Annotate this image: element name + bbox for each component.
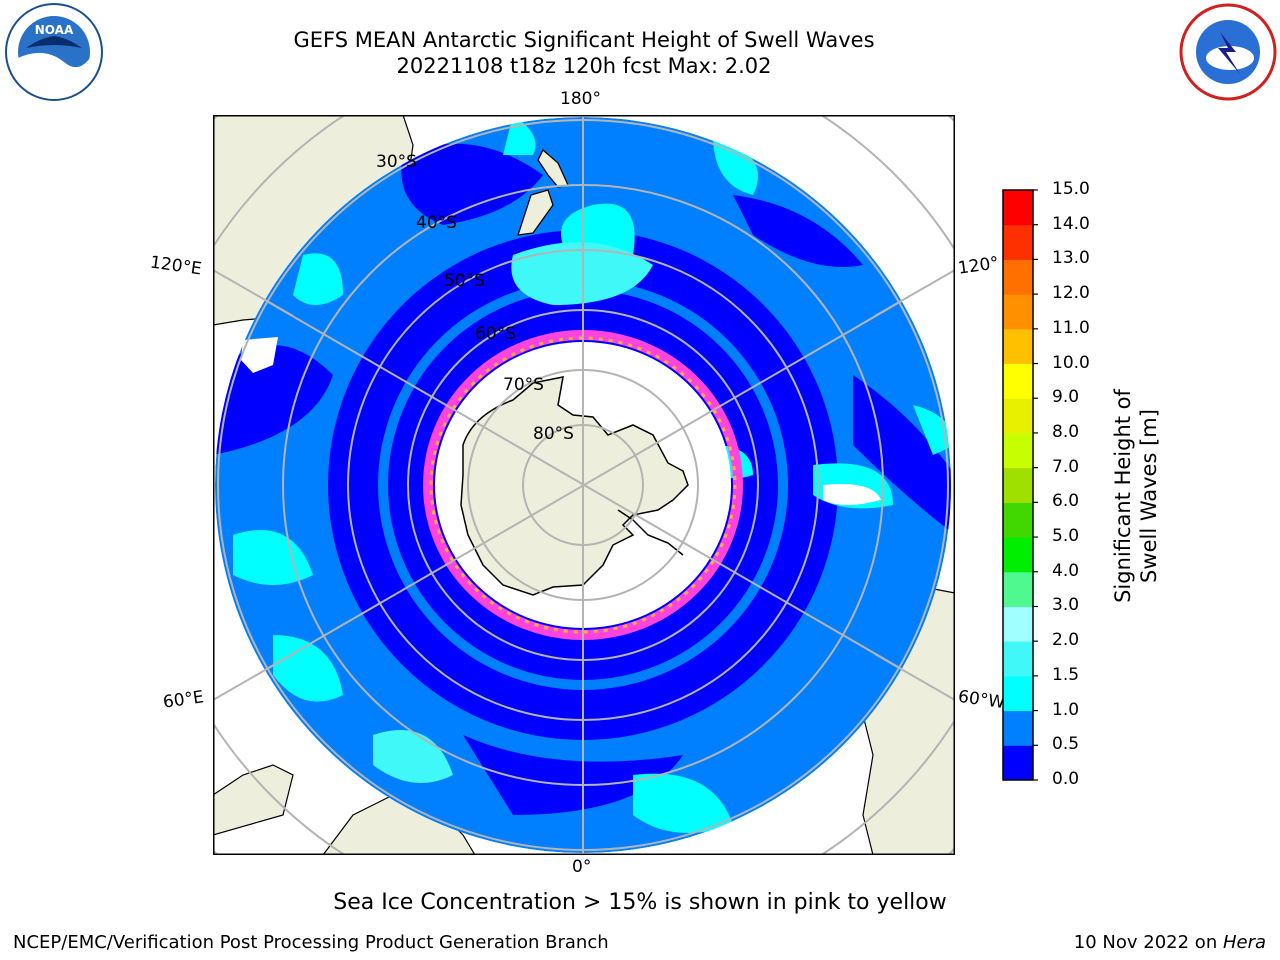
colorbar-segment: [1003, 467, 1033, 503]
lat-label-60s: 60°S: [475, 324, 516, 344]
lat-label-80s: 80°S: [533, 424, 574, 444]
colorbar-segment: [1003, 641, 1033, 677]
colorbar-segment: [1003, 675, 1033, 712]
lat-label-40s: 40°S: [416, 213, 457, 233]
colorbar-segment: [1003, 398, 1033, 434]
colorbar-tick-label: 1.5: [1052, 664, 1080, 685]
colorbar-tick-label: 14.0: [1052, 213, 1090, 234]
lon-label-180: 180°: [560, 89, 601, 109]
colorbar-segment: [1003, 710, 1033, 746]
colorbar-tick-label: 0.0: [1052, 769, 1080, 789]
colorbar-tick-label: 15.0: [1052, 179, 1090, 199]
colorbar-tick-label: 6.0: [1052, 491, 1080, 512]
colorbar-segment: [1003, 224, 1033, 260]
footer-date: 10 Nov 2022 on Hera: [1074, 932, 1266, 953]
colorbar-tick-label: 0.5: [1052, 734, 1080, 755]
colorbar-tick-label: 4.0: [1052, 560, 1080, 581]
lon-label-120e: 120°E: [148, 252, 203, 280]
colorbar-border: [1002, 189, 1034, 781]
polar-map: [213, 115, 955, 855]
colorbar-title: Significant Height of Swell Waves [m]: [1111, 389, 1161, 603]
lat-label-30s: 30°S: [376, 152, 417, 172]
colorbar-segment: [1003, 328, 1033, 365]
colorbar-tick-label: 1.0: [1052, 699, 1080, 720]
lat-label-70s: 70°S: [503, 375, 544, 395]
colorbar-tick-label: 12.0: [1052, 283, 1090, 304]
colorbar-segment: [1003, 745, 1033, 781]
colorbar-segment: [1003, 502, 1033, 538]
graticule: [215, 117, 951, 853]
colorbar-tick-label: 5.0: [1052, 526, 1080, 547]
lon-label-0: 0°: [572, 857, 592, 877]
lon-label-60e: 60°E: [161, 687, 206, 713]
lat-label-50s: 50°S: [444, 271, 485, 291]
colorbar-segment: [1003, 571, 1033, 607]
colorbar-tick-label: 3.0: [1052, 595, 1080, 616]
colorbar-tick-label: 9.0: [1052, 387, 1080, 408]
map-subtitle-run: 20221108 t18z 120h fcst Max: 2.02: [396, 54, 772, 78]
national-weather-service-logo: [1179, 3, 1277, 101]
colorbar-segment: [1003, 432, 1033, 469]
lon-label-120w: 120°: [956, 253, 1001, 279]
colorbar-segment: [1003, 294, 1033, 330]
colorbar: [1002, 189, 1038, 781]
noaa-logo: NOAA: [5, 3, 103, 101]
colorbar-segment: [1003, 606, 1033, 642]
map-title: GEFS MEAN Antarctic Significant Height o…: [293, 28, 875, 52]
colorbar-tick-label: 13.0: [1052, 248, 1090, 269]
colorbar-segment: [1003, 363, 1033, 399]
colorbar-segment: [1003, 190, 1033, 226]
colorbar-tick-label: 11.0: [1052, 317, 1090, 338]
colorbar-tick-label: 8.0: [1052, 421, 1080, 442]
svg-text:NOAA: NOAA: [35, 23, 74, 37]
colorbar-tick-label: 10.0: [1052, 352, 1090, 373]
footer-host: Hera: [1222, 932, 1266, 953]
colorbar-tick-label: 2.0: [1052, 630, 1080, 651]
footer-branch: NCEP/EMC/Verification Post Processing Pr…: [13, 932, 609, 953]
sea-ice-note: Sea Ice Concentration > 15% is shown in …: [333, 890, 947, 915]
lon-label-60w: 60°W: [956, 686, 1007, 714]
colorbar-segment: [1003, 259, 1033, 295]
colorbar-segment: [1003, 537, 1033, 573]
footer-date-text: 10 Nov 2022 on: [1073, 932, 1223, 953]
colorbar-tick-label: 7.0: [1052, 456, 1080, 477]
